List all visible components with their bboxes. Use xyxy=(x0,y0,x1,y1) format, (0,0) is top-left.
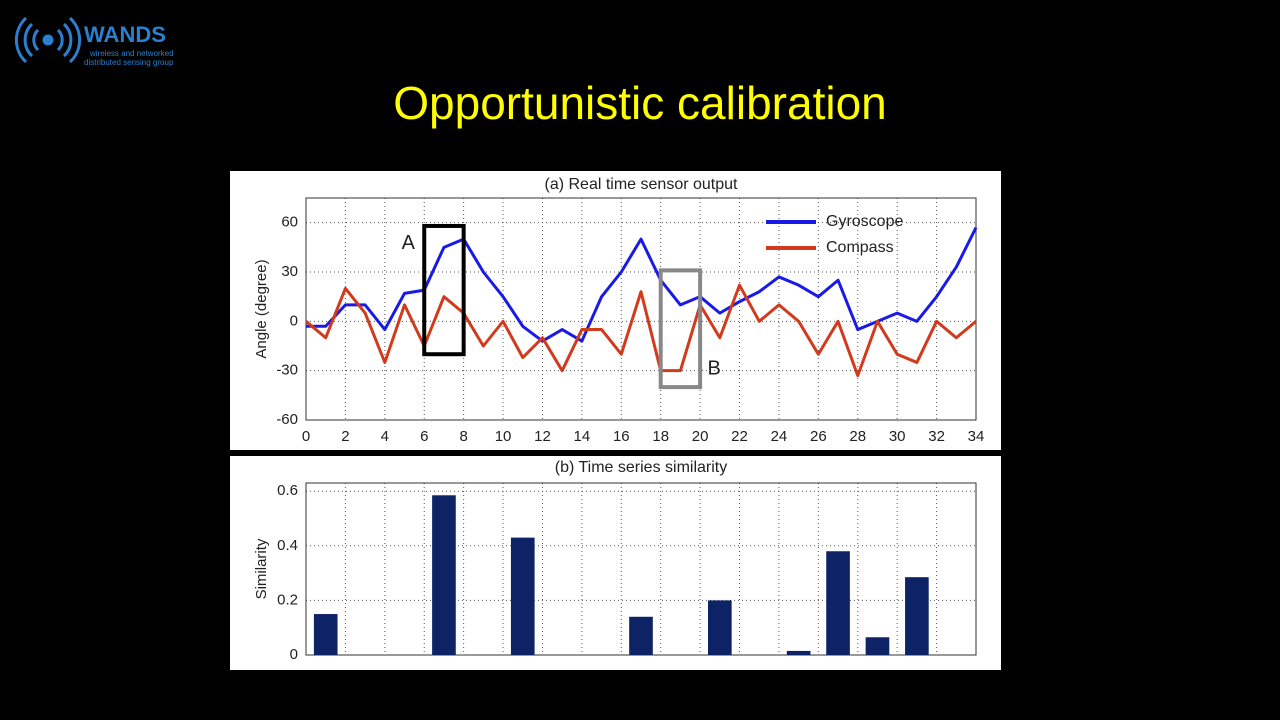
x-tick-label: 12 xyxy=(534,428,551,445)
y-tick-label: 0.4 xyxy=(277,537,298,554)
x-tick-label: 16 xyxy=(613,428,630,445)
y-tick-label: 30 xyxy=(281,263,298,280)
bar xyxy=(629,616,653,655)
chart-title: (b) Time series similarity xyxy=(555,459,727,476)
y-tick-label: -60 xyxy=(276,411,298,428)
data-line xyxy=(305,283,977,378)
legend-label: Compass xyxy=(826,239,894,256)
y-tick-label: 0.6 xyxy=(277,482,298,499)
x-tick-label: 0 xyxy=(302,428,310,445)
legend-label: Gyroscope xyxy=(826,213,903,230)
bar xyxy=(432,495,456,655)
logo-arc xyxy=(62,22,73,58)
x-tick-label: 28 xyxy=(849,428,866,445)
logo-dot xyxy=(42,34,54,46)
y-tick-label: 0 xyxy=(290,646,298,663)
x-tick-label: 32 xyxy=(928,428,945,445)
x-tick-label: 26 xyxy=(810,428,827,445)
x-tick-label: 2 xyxy=(341,428,349,445)
bar xyxy=(708,600,732,655)
x-tick-label: 8 xyxy=(459,428,467,445)
y-axis-label: Angle (degree) xyxy=(253,259,270,358)
x-tick-label: 6 xyxy=(420,428,428,445)
annotation-box xyxy=(422,223,466,357)
slide-title: Opportunistic calibration xyxy=(393,77,886,129)
x-tick-label: 22 xyxy=(731,428,748,445)
bar xyxy=(905,577,929,655)
x-tick-label: 20 xyxy=(692,428,709,445)
plot-frame xyxy=(305,197,977,421)
logo-arc xyxy=(68,16,82,64)
logo-arc xyxy=(56,28,64,52)
chart-title: (a) Real time sensor output xyxy=(545,176,739,193)
logo-text: wireless and networked xyxy=(89,49,174,58)
annotation-box xyxy=(658,268,703,390)
bar xyxy=(786,650,811,655)
bar xyxy=(313,614,338,655)
logo-name: WANDS xyxy=(84,22,166,47)
annotation-label: A xyxy=(402,232,416,254)
y-tick-label: 0 xyxy=(290,312,298,329)
y-tick-label: 0.2 xyxy=(277,591,298,608)
x-tick-label: 4 xyxy=(381,428,389,445)
x-tick-label: 10 xyxy=(495,428,512,445)
x-tick-label: 14 xyxy=(574,428,591,445)
y-axis-label: Similarity xyxy=(253,538,270,599)
y-tick-label: 60 xyxy=(281,214,298,231)
annotation-label: B xyxy=(707,357,720,379)
x-tick-label: 34 xyxy=(968,428,985,445)
x-tick-label: 30 xyxy=(889,428,906,445)
logo-arc xyxy=(14,16,28,64)
x-tick-label: 24 xyxy=(771,428,788,445)
bar xyxy=(826,551,850,655)
logo-arc xyxy=(32,28,40,52)
data-line xyxy=(306,226,978,343)
chart-panel xyxy=(230,171,1001,450)
logo-arc xyxy=(23,22,34,58)
bar xyxy=(865,637,890,655)
x-tick-label: 18 xyxy=(652,428,669,445)
logo xyxy=(14,16,82,64)
bar xyxy=(510,537,535,655)
y-tick-label: -30 xyxy=(276,362,298,379)
logo-text: distributed sensing group xyxy=(84,58,174,67)
